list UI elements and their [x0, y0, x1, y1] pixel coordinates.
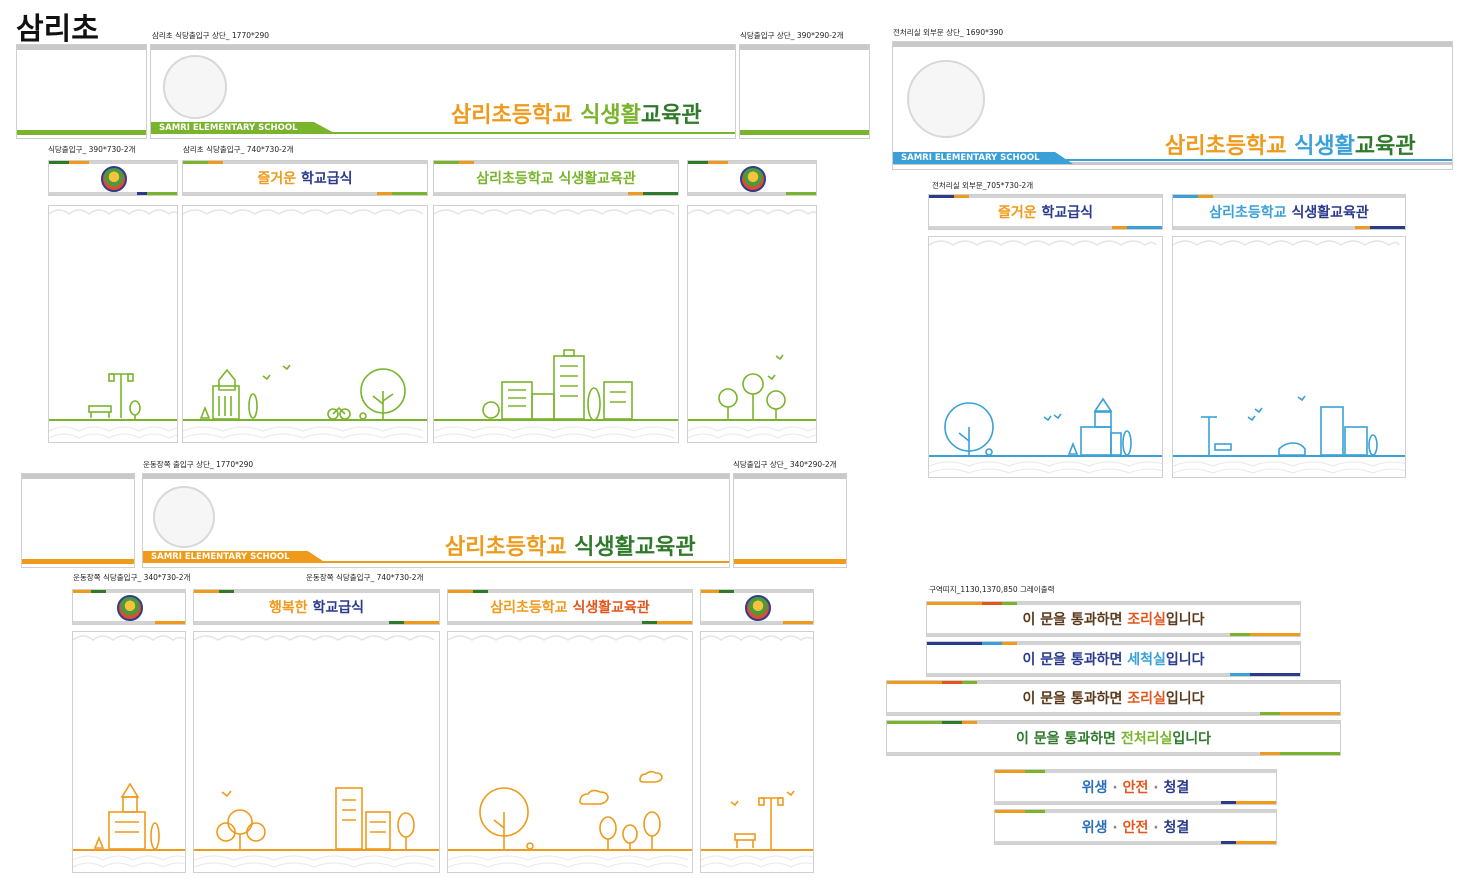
- label-green-top-main: 삼리초 식당출입구 상단_ 1770*290: [152, 31, 270, 40]
- label-green-top-side: 식당출입구 상단_ 390*290-2개: [740, 31, 844, 40]
- orange-panel-school: [72, 631, 186, 873]
- green-panel-school-tree: [182, 205, 428, 443]
- sign-prep-room: 이 문을 통과하면 전처리실입니다: [886, 720, 1341, 756]
- green-panel-city: [433, 205, 679, 443]
- blue-panel-city: [1172, 236, 1406, 478]
- orange-header-logo-left: [72, 589, 186, 625]
- school-en-strip: SAMRI ELEMENTARY SCHOOL: [151, 122, 336, 134]
- banner-title: 삼리초등학교 식생활교육관: [1165, 134, 1416, 159]
- city-buildings-illustration: [434, 209, 678, 439]
- banner-title: 삼리초등학교 식생활교육관: [451, 103, 702, 128]
- banner-title: 삼리초등학교 식생활교육관: [445, 535, 696, 560]
- blue-panel-tree-school: [928, 236, 1163, 478]
- green-top-side-right: [739, 44, 870, 139]
- page-title: 삼리초: [16, 12, 99, 47]
- orange-header-education-hall: 삼리초등학교 식생활교육관: [447, 589, 693, 625]
- green-panel-flowers: [687, 205, 817, 443]
- label-orange-panel-large: 운동장쪽 식당출입구_ 740*730-2개: [306, 573, 424, 582]
- green-header-logo-left: [48, 160, 178, 196]
- lamp-bench-illustration: [701, 635, 813, 868]
- label-signs: 구역띠지_1130,1370,850 그레이출력: [929, 585, 1055, 594]
- orange-panel-trees-buildings: [193, 631, 440, 873]
- school-tree-illustration: [183, 209, 427, 439]
- school-emblem-icon: [153, 486, 215, 548]
- orange-top-side-right: [733, 473, 847, 568]
- school-logo-icon: [740, 166, 766, 192]
- sign-kitchen-1: 이 문을 통과하면 조리실입니다: [926, 601, 1301, 637]
- tree-school-illustration: [929, 240, 1162, 474]
- sign-hygiene-2: 위생 · 안전 · 청결: [994, 809, 1277, 845]
- sign-kitchen-2: 이 문을 통과하면 조리실입니다: [886, 680, 1341, 716]
- sign-washroom: 이 문을 통과하면 세척실입니다: [926, 641, 1301, 677]
- flowers-illustration: [688, 209, 816, 439]
- label-green-panel-large: 삼리초 식당출입구_ 740*730-2개: [183, 145, 294, 154]
- school-logo-icon: [117, 595, 143, 621]
- green-top-main-banner: SAMRI ELEMENTARY SCHOOL 삼리초등학교 식생활교육관: [150, 44, 736, 139]
- school-logo-icon: [745, 595, 771, 621]
- label-orange-panel-small: 운동장쪽 식당출입구_ 340*730-2개: [73, 573, 191, 582]
- orange-header-logo-right: [700, 589, 814, 625]
- orange-header-happy-meal: 행복한 학교급식: [193, 589, 440, 625]
- school-logo-icon: [101, 166, 127, 192]
- blue-header-fun-meal: 즐거운 학교급식: [928, 194, 1163, 230]
- label-blue-panel: 전처리실 외부문_705*730-2개: [932, 181, 1034, 190]
- orange-panel-lamp-bench: [700, 631, 814, 873]
- orange-panel-tree-clouds: [447, 631, 693, 873]
- school-emblem-icon: [907, 60, 985, 138]
- city-lamp-car-illustration: [1173, 240, 1405, 474]
- trees-buildings-illustration: [194, 635, 439, 868]
- label-orange-top-main: 운동장쪽 출입구 상단_ 1770*290: [143, 460, 254, 469]
- green-top-side-left: [16, 44, 147, 139]
- green-panel-park: [48, 205, 178, 443]
- school-en-strip: SAMRI ELEMENTARY SCHOOL: [143, 551, 326, 563]
- orange-top-side-left: [21, 473, 135, 568]
- green-header-education-hall: 삼리초등학교 식생활교육관: [433, 160, 679, 196]
- label-green-panel-small: 식당출입구_ 390*730-2개: [48, 145, 136, 154]
- sign-hygiene-1: 위생 · 안전 · 청결: [994, 769, 1277, 805]
- label-blue-top: 전처리실 외부문 상단_ 1690*390: [893, 28, 1004, 37]
- blue-header-education-hall: 삼리초등학교 식생활교육관: [1172, 194, 1406, 230]
- green-header-fun-meal: 즐거운 학교급식: [182, 160, 428, 196]
- tree-clouds-illustration: [448, 635, 692, 868]
- school-emblem-icon: [163, 55, 227, 119]
- park-lamp-bench-illustration: [49, 209, 177, 439]
- green-header-logo-right: [687, 160, 817, 196]
- orange-top-main-banner: SAMRI ELEMENTARY SCHOOL 삼리초등학교 식생활교육관: [142, 473, 730, 568]
- school-building-illustration: [73, 635, 185, 868]
- school-en-strip: SAMRI ELEMENTARY SCHOOL: [893, 152, 1073, 164]
- label-orange-top-side: 식당출입구 상단_ 340*290-2개: [733, 460, 837, 469]
- blue-top-banner: SAMRI ELEMENTARY SCHOOL 삼리초등학교 식생활교육관: [892, 41, 1453, 170]
